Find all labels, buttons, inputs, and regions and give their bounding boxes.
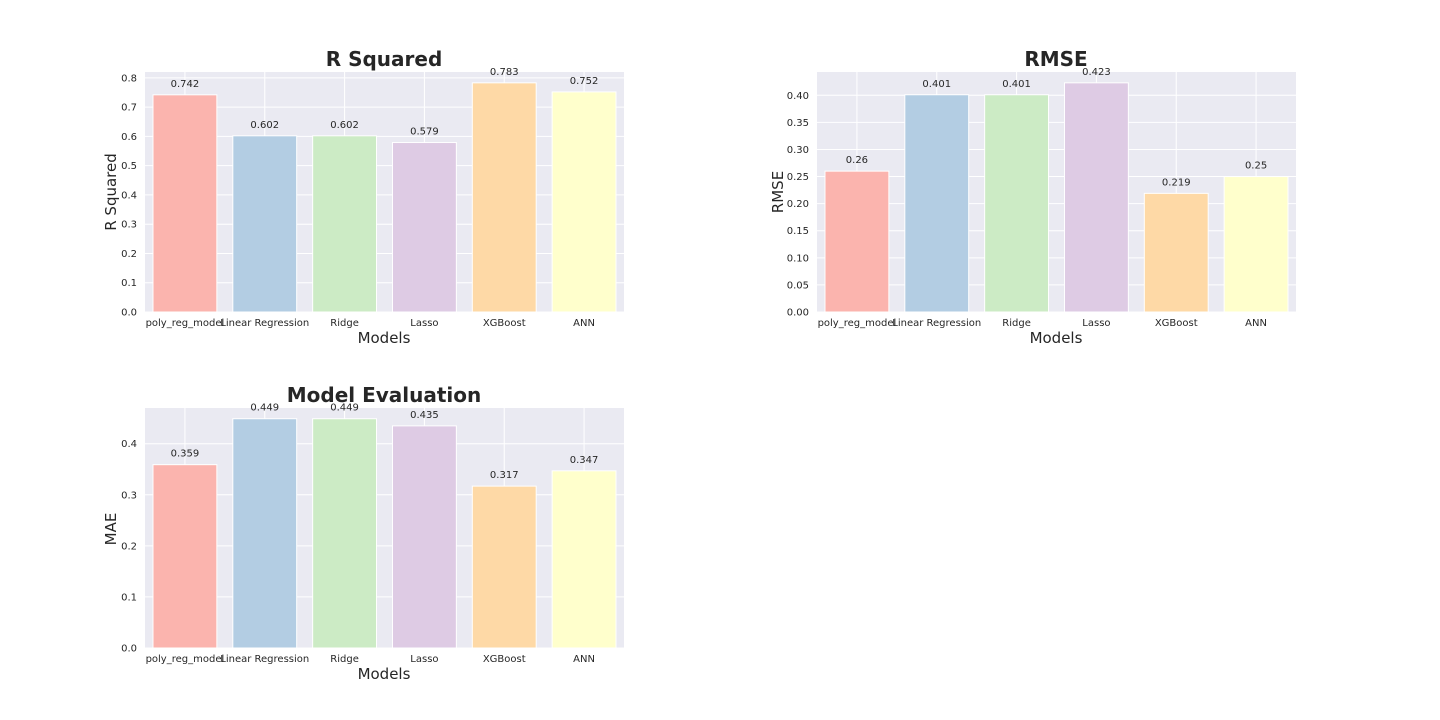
x-tick-label: XGBoost — [1155, 318, 1198, 329]
plot-area — [145, 408, 624, 649]
x-tick-label: Lasso — [410, 654, 438, 665]
bar — [391, 142, 457, 313]
x-axis-label: Models — [358, 329, 411, 347]
chart-title: R Squared — [326, 47, 443, 71]
x-axis-label: Models — [1030, 329, 1083, 347]
y-axis-label: R Squared — [102, 153, 120, 231]
data-label: 0.359 — [171, 449, 200, 460]
data-label: 0.449 — [330, 403, 359, 414]
bar — [551, 91, 617, 313]
x-tick-label: poly_reg_model — [818, 318, 897, 329]
y-tick-label: 0.35 — [787, 118, 809, 129]
bar — [391, 425, 457, 649]
x-tick-label: Linear Regression — [220, 654, 309, 665]
bar — [152, 94, 218, 313]
y-axis-label: RMSE — [769, 171, 787, 213]
y-tick-label: 0.8 — [121, 73, 137, 84]
x-tick-label: ANN — [573, 654, 595, 665]
chart-title: RMSE — [1024, 47, 1087, 71]
x-tick-label: ANN — [1245, 318, 1267, 329]
x-tick-label: Linear Regression — [220, 318, 309, 329]
data-label: 0.783 — [490, 67, 519, 78]
data-label: 0.423 — [1082, 67, 1111, 78]
bar — [824, 170, 890, 313]
plot-area — [817, 72, 1296, 313]
y-tick-label: 0.05 — [787, 280, 809, 291]
chart-model-evaluation: Model Evaluation Models MAE 0.0 0.1 0.2 0.3… — [102, 383, 624, 683]
x-tick-label: Ridge — [330, 654, 359, 665]
bar — [471, 485, 537, 649]
y-tick-label: 0.3 — [121, 220, 137, 231]
bar — [232, 418, 298, 649]
y-tick-label: 0.1 — [121, 592, 137, 603]
y-axis-label: MAE — [102, 513, 120, 546]
x-tick-label: Linear Regression — [892, 318, 981, 329]
y-tick-label: 0.15 — [787, 226, 809, 237]
plot-background — [817, 72, 1296, 312]
y-tick-label: 0.2 — [121, 249, 137, 260]
data-label: 0.742 — [171, 79, 200, 90]
data-label: 0.435 — [410, 410, 439, 421]
x-tick-label: Lasso — [410, 318, 438, 329]
bar — [984, 94, 1050, 313]
y-tick-label: 0.6 — [121, 132, 137, 143]
y-tick-label: 0.00 — [787, 308, 809, 319]
y-tick-label: 0.0 — [121, 644, 137, 655]
bar — [152, 464, 218, 649]
bar — [1063, 82, 1129, 313]
x-tick-label: Ridge — [330, 318, 359, 329]
x-tick-label: Ridge — [1002, 318, 1031, 329]
data-label: 0.401 — [1002, 79, 1031, 90]
plot-background — [145, 408, 624, 648]
x-tick-label: Lasso — [1082, 318, 1110, 329]
bar — [312, 418, 378, 649]
y-tick-label: 0.5 — [121, 161, 137, 172]
y-tick-label: 0.40 — [787, 91, 809, 102]
bar — [904, 94, 970, 313]
y-tick-label: 0.25 — [787, 172, 809, 183]
data-label: 0.449 — [250, 403, 279, 414]
y-tick-label: 0.3 — [121, 490, 137, 501]
data-label: 0.26 — [846, 155, 868, 166]
data-label: 0.752 — [570, 76, 599, 87]
y-tick-label: 0.4 — [121, 439, 137, 450]
data-label: 0.219 — [1162, 177, 1191, 188]
x-tick-label: ANN — [573, 318, 595, 329]
data-label: 0.317 — [490, 470, 519, 481]
bar — [551, 470, 617, 649]
data-label: 0.25 — [1245, 161, 1267, 172]
bar — [471, 82, 537, 313]
bar — [1223, 176, 1289, 313]
chart-title: Model Evaluation — [287, 383, 482, 407]
y-tick-label: 0.20 — [787, 199, 809, 210]
bar — [232, 135, 298, 313]
bar — [312, 135, 378, 313]
data-label: 0.401 — [922, 79, 951, 90]
chart-r-squared: R Squared Models R Squared 0.0 0.1 0.2 0.3 0… — [102, 47, 624, 347]
x-tick-label: XGBoost — [483, 654, 526, 665]
data-label: 0.602 — [330, 120, 359, 131]
y-tick-label: 0.4 — [121, 190, 137, 201]
x-tick-label: XGBoost — [483, 318, 526, 329]
y-tick-label: 0.1 — [121, 278, 137, 289]
data-label: 0.347 — [570, 455, 599, 466]
plot-area — [145, 72, 624, 313]
bar — [1143, 192, 1209, 313]
y-tick-label: 0.0 — [121, 308, 137, 319]
data-label: 0.602 — [250, 120, 279, 131]
plot-background — [145, 72, 624, 312]
data-label: 0.579 — [410, 127, 439, 138]
chart-rmse: RMSE Models RMSE 0.00 0.05 0.10 0.15 0.20 0.2… — [769, 47, 1296, 347]
y-tick-label: 0.2 — [121, 541, 137, 552]
y-tick-label: 0.10 — [787, 253, 809, 264]
x-tick-label: poly_reg_model — [146, 654, 225, 665]
y-tick-label: 0.30 — [787, 145, 809, 156]
x-axis-label: Models — [358, 665, 411, 683]
x-tick-label: poly_reg_model — [146, 318, 225, 329]
y-tick-label: 0.7 — [121, 103, 137, 114]
